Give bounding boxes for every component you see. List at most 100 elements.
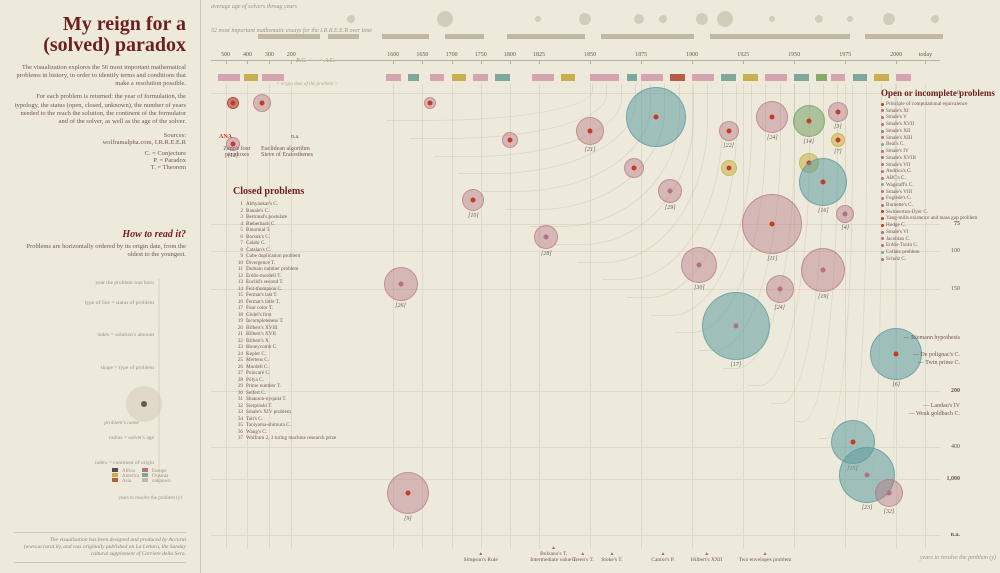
svg-text:unknown: unknown [152, 479, 171, 484]
age-dot [437, 11, 453, 27]
type-t: T. = Theorem [14, 164, 186, 171]
origin-color-block [452, 74, 467, 81]
essay-segment [382, 34, 429, 39]
open-problems-panel: Open or incomplete problems Principle of… [881, 88, 996, 263]
problem-center-dot [471, 198, 476, 203]
open-problem-row: Principle of computational equivalence [881, 101, 996, 107]
open-problem-row: Smale's VIII [881, 189, 996, 195]
problem-center-dot [668, 188, 673, 193]
problem-center-dot [544, 235, 549, 240]
timeline-tick: 1750 [475, 52, 487, 58]
problem-center-dot [850, 440, 855, 445]
origin-color-block [896, 74, 911, 81]
bubble-label: [16] [818, 208, 829, 214]
origin-color-block [262, 74, 284, 81]
timeline-tick: 300 [265, 52, 274, 58]
bottom-marker: Cantor's P. [651, 552, 674, 563]
timeline-tick: 1700 [446, 52, 458, 58]
problem-center-dot [726, 165, 731, 170]
bottom-marker: Bolzano's T.Intermediate value T. [530, 546, 577, 563]
open-problem-row: Erdős-Turán C. [881, 242, 996, 248]
essay-segment [328, 34, 359, 39]
polignac-label: — De polignac's C. [913, 352, 960, 358]
origin-color-block [561, 74, 576, 81]
na-marker: n.a. [291, 134, 300, 140]
closed-problems-panel: Closed problems 1Abhyankar's C.2Banale's… [233, 186, 383, 442]
open-problem-row: Collatz problem [881, 249, 996, 255]
open-problem-row: Smale's VI [881, 229, 996, 235]
open-problem-row: ABC's C. [881, 175, 996, 181]
bottom-markers: Simpson's RuleBolzano's T.Intermediate v… [211, 551, 940, 563]
svg-text:index = continent of origin: index = continent of origin [95, 459, 154, 466]
origin-color-block [627, 74, 638, 81]
age-dot [815, 15, 823, 23]
problem-center-dot [631, 165, 636, 170]
howto-header: How to read it? [14, 229, 186, 240]
timeline-tick: 2000 [890, 52, 902, 58]
timeline-tick: today [919, 52, 932, 58]
y-tick: 150 [951, 286, 960, 292]
bubble-label: [24] [774, 305, 785, 311]
origin-color-block [853, 74, 868, 81]
svg-text:type of line = status of probl: type of line = status of problem [85, 299, 155, 306]
open-problem-row: Wagstaff's C. [881, 182, 996, 188]
problem-center-dot [405, 491, 410, 496]
title-line-1: My reign for a [63, 13, 186, 35]
timeline-tick: 1650 [416, 52, 428, 58]
origin-color-block [590, 74, 619, 81]
open-problem-row: Smale's XIII [881, 135, 996, 141]
timeline-tick: 1800 [504, 52, 516, 58]
y-axis-label: years to resolve the problem (y) [920, 555, 996, 561]
open-problem-row: Yang-mills existence and mass gap proble… [881, 215, 996, 221]
bubble-label: [23] [862, 505, 873, 511]
origin-color-block [743, 74, 758, 81]
bottom-marker: Stoke's T. [601, 552, 622, 563]
intro-block: The visualization explores the 56 most i… [14, 64, 186, 126]
essay-segment [865, 34, 943, 39]
essay-blocks-row [211, 34, 990, 42]
bubble-label: [28] [541, 251, 552, 257]
problem-center-dot [835, 109, 840, 114]
bubble-label: [7] [834, 149, 842, 155]
timeline-tick: 1900 [686, 52, 698, 58]
type-c: C. = Conjecture [14, 150, 186, 157]
open-problem-row: Smale's XVIII [881, 155, 996, 161]
origin-color-block [721, 74, 736, 81]
problem-center-dot [726, 128, 731, 133]
open-problem-row: Smale's XI [881, 108, 996, 114]
problem-center-dot [733, 323, 738, 328]
closed-list: 1Abhyankar's C.2Banale's C.3Bertrand's p… [233, 201, 383, 442]
problem-center-dot [865, 472, 870, 477]
origin-color-block [244, 74, 259, 81]
origin-color-block [816, 74, 827, 81]
origin-color-block [765, 74, 787, 81]
problem-center-dot [230, 100, 235, 105]
svg-text:Asia: Asia [122, 479, 132, 484]
y-tick: 200 [951, 388, 960, 394]
bubble-label: [4] [841, 225, 849, 231]
timeline-tick: 400 [243, 52, 252, 58]
open-problem-row: Beal's C. [881, 141, 996, 147]
timeline-tick: 1925 [737, 52, 749, 58]
bubble-label: [29] [665, 205, 676, 211]
essay-segment [507, 34, 585, 39]
age-dot [535, 16, 541, 22]
bubble-label: [11] [767, 256, 777, 262]
bubble-label: [9] [404, 516, 412, 522]
essay-segment [445, 34, 484, 39]
svg-text:index = solution's amount: index = solution's amount [97, 332, 154, 338]
open-problem-row: Hodge C. [881, 222, 996, 228]
problem-center-dot [653, 114, 658, 119]
origin-color-block [408, 74, 419, 81]
bubble-label: [6] [892, 382, 900, 388]
problem-center-dot [427, 100, 432, 105]
problem-center-dot [821, 179, 826, 184]
twin-label: — Twin prime C. [918, 360, 960, 366]
age-dots-row [211, 10, 990, 28]
open-problem-row: Burnette's C. [881, 202, 996, 208]
timeline-tick: 1875 [635, 52, 647, 58]
age-dot [717, 11, 733, 27]
svg-text:years to resolve the problem (: years to resolve the problem (y) [118, 496, 182, 501]
timeline-tick: 1600 [387, 52, 399, 58]
problem-center-dot [507, 137, 512, 142]
